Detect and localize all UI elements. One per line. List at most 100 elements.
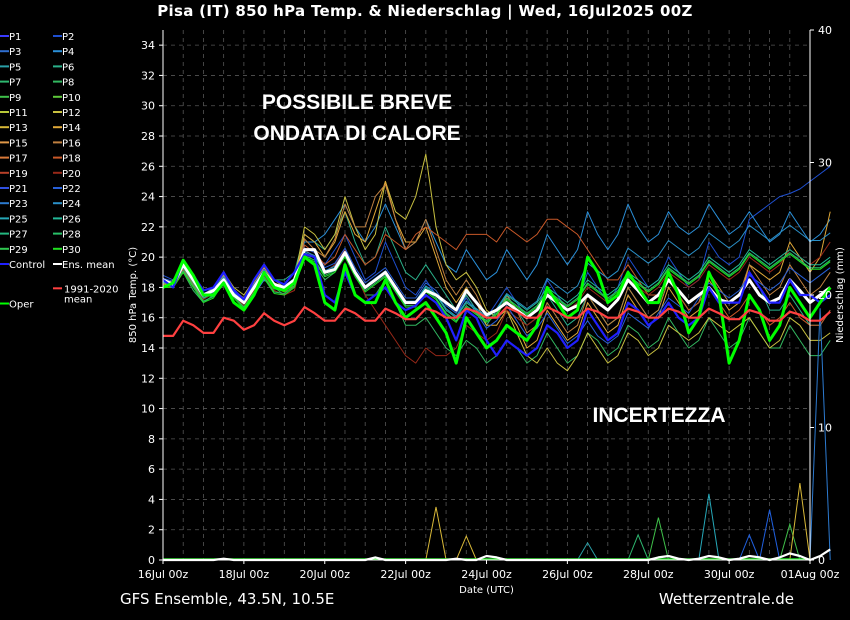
y-tick-label: 2 [148, 524, 155, 537]
y-tick-label: 4 [148, 493, 155, 506]
series-lines [162, 153, 832, 562]
member-line-p26 [163, 249, 831, 319]
precip-spike [455, 534, 477, 561]
legend-p14-label: P14 [62, 123, 81, 134]
precip-spike [789, 483, 811, 561]
y2-tick-label: 10 [818, 422, 832, 435]
legend-1991-2020-mean-label: 1991-2020 [64, 284, 119, 295]
y-tick-label: 28 [141, 130, 155, 143]
legend-p4-label: P4 [62, 47, 74, 58]
y2-axis-label: Niederschlag (mm) [835, 247, 846, 343]
precip-spike [577, 541, 599, 561]
x-tick-label: 22Jul 00z [380, 568, 431, 581]
ens-mean-line [162, 248, 832, 320]
legend-p7-label: P7 [9, 78, 21, 89]
member-line-p20 [163, 241, 831, 364]
y-tick-label: 26 [141, 160, 155, 173]
precip-spike [627, 533, 649, 561]
legend-oper-label: Oper [9, 300, 34, 311]
precip-spike [759, 509, 781, 561]
y-tick-label: 16 [141, 312, 155, 325]
legend-p9-label: P9 [9, 93, 21, 104]
legend-p3-label: P3 [9, 47, 21, 58]
legend-p24-label: P24 [62, 199, 81, 210]
legend-p26-label: P26 [62, 214, 81, 225]
x-tick-label: 20Jul 00z [299, 568, 350, 581]
legend-p22-label: P22 [62, 184, 81, 195]
legend-p11-label: P11 [9, 108, 28, 119]
x-tick-label: 01Aug 00z [781, 568, 840, 581]
y-tick-label: 10 [141, 403, 155, 416]
legend-p21-label: P21 [9, 184, 28, 195]
y-tick-label: 32 [141, 69, 155, 82]
legend-p12-label: P12 [62, 108, 81, 119]
legend-p25-label: P25 [9, 214, 28, 225]
x-axis-label: Date (UTC) [459, 585, 514, 596]
x-tick-label: 24Jul 00z [461, 568, 512, 581]
y2-tick-label: 30 [818, 157, 832, 170]
member-line-p28 [162, 252, 831, 322]
x-tick-label: 26Jul 00z [542, 568, 593, 581]
y-tick-label: 18 [141, 281, 155, 294]
annotations: POSSIBILE BREVE ONDATA DI CALORE INCERTEZZ… [253, 91, 725, 427]
annotation-1: POSSIBILE BREVE [262, 91, 452, 114]
annotation-2: ONDATA DI CALORE [253, 122, 460, 145]
y-axis-label: 850 hPa Temp. (°C) [128, 247, 139, 343]
legend-control-label: Control [9, 260, 45, 271]
oper-line [162, 255, 832, 365]
legend-p1-label: P1 [9, 32, 21, 43]
legend-p2-label: P2 [62, 32, 74, 43]
y2-tick-label: 20 [818, 289, 832, 302]
chart-title: Pisa (IT) 850 hPa Temp. & Niederschlag |… [157, 2, 693, 20]
x-tick-label: 16Jul 00z [138, 568, 189, 581]
x-tick-label: 28Jul 00z [623, 568, 674, 581]
legend-p27-label: P27 [9, 230, 28, 241]
y-tick-label: 20 [141, 251, 155, 264]
legend-p29-label: P29 [9, 245, 28, 256]
x-tick-label: 30Jul 00z [704, 568, 755, 581]
precip-spike [779, 522, 801, 561]
axes: 0246810121416182022242628303234010203040… [128, 24, 846, 596]
legend-p23-label: P23 [9, 199, 28, 210]
source-credit: Wetterzentrale.de [658, 590, 794, 608]
legend-p17-label: P17 [9, 154, 28, 165]
legend-p13-label: P13 [9, 123, 28, 134]
legend-p15-label: P15 [9, 138, 28, 149]
legend-p28-label: P28 [62, 230, 81, 241]
legend-p20-label: P20 [62, 169, 81, 180]
legend-p8-label: P8 [62, 78, 74, 89]
legend-p10-label: P10 [62, 93, 81, 104]
precip-spike [425, 506, 447, 561]
1991-2020-mean-line [163, 306, 831, 337]
legend-p6-label: P6 [62, 62, 74, 73]
y2-tick-label: 0 [818, 554, 825, 567]
y-tick-label: 24 [141, 191, 155, 204]
y2-tick-label: 40 [818, 24, 832, 37]
precip-spike [809, 308, 831, 561]
legend-ens-mean-label: Ens. mean [62, 260, 115, 271]
y-tick-label: 22 [141, 221, 155, 234]
legend-1991-2020-mean-label-2: mean [64, 294, 92, 305]
member-line-p30 [163, 253, 831, 323]
legend: P1 P2 P3 P4 P5 P6 P7 P8 P9 P10 P11 P12 P13 P14 P15 P16 P… [0, 32, 119, 311]
legend-p16-label: P16 [62, 138, 81, 149]
y-tick-label: 0 [148, 554, 155, 567]
y-tick-label: 8 [148, 433, 155, 446]
y-tick-label: 34 [141, 39, 155, 52]
legend-p5-label: P5 [9, 62, 21, 73]
precip-spike [647, 517, 669, 561]
member-line-p22 [162, 247, 831, 344]
member-line-p4 [162, 203, 831, 311]
annotation-3: INCERTEZZA [593, 404, 726, 427]
legend-p30-label: P30 [62, 245, 81, 256]
model-info: GFS Ensemble, 43.5N, 10.5E [120, 590, 335, 608]
grid-lines [162, 30, 811, 561]
x-tick-label: 18Jul 00z [219, 568, 270, 581]
y-tick-label: 6 [148, 463, 155, 476]
precip-spike [698, 493, 720, 561]
legend-p18-label: P18 [62, 154, 81, 165]
y-tick-label: 14 [141, 342, 155, 355]
y-tick-label: 12 [141, 372, 155, 385]
legend-p19-label: P19 [9, 169, 28, 180]
